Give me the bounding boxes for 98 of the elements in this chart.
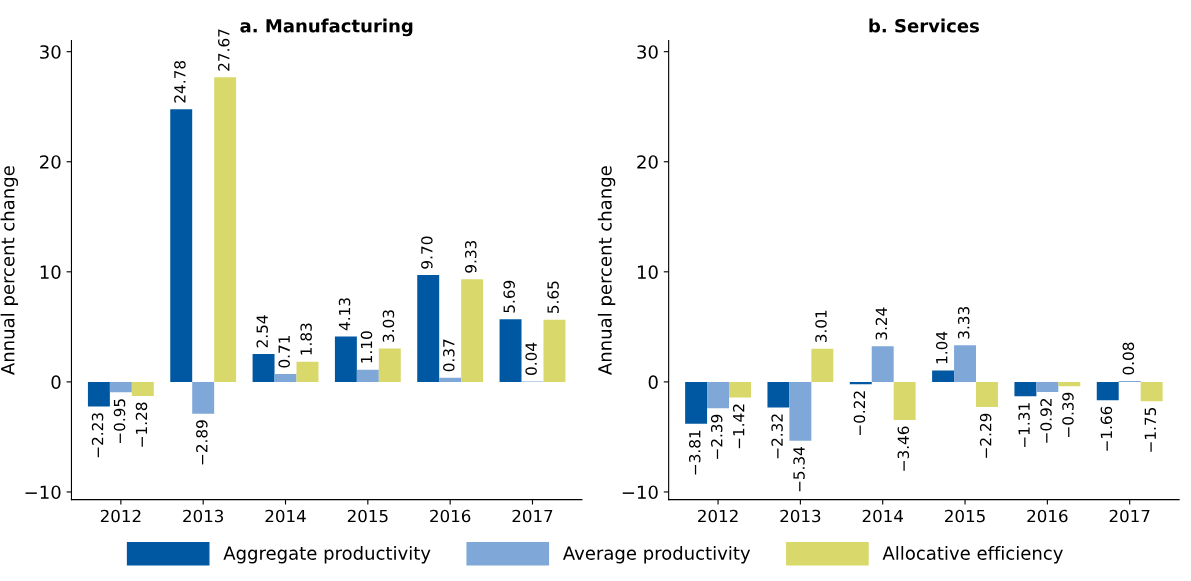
bar — [893, 381, 916, 420]
data-label: −1.66 — [1100, 406, 1113, 451]
bar — [789, 381, 812, 441]
data-label: −2.89 — [196, 420, 208, 465]
data-label: 5.65 — [547, 281, 559, 314]
data-label: 1.10 — [360, 331, 373, 363]
x-tick-label: 2016 — [430, 509, 471, 523]
bar — [1140, 381, 1163, 402]
bar — [871, 346, 894, 382]
data-label: 3.01 — [815, 310, 827, 343]
legend-label: Average productivity — [562, 545, 751, 564]
bar — [192, 381, 215, 414]
bar — [1014, 381, 1037, 397]
bar — [214, 77, 237, 382]
bar — [1058, 381, 1081, 387]
bar — [767, 381, 790, 408]
x-tick-label: 2014 — [265, 509, 306, 523]
bar — [685, 381, 708, 424]
data-label: −1.31 — [1018, 403, 1030, 448]
bar — [461, 279, 484, 382]
data-label: −0.22 — [853, 391, 866, 436]
data-label: −2.32 — [771, 414, 783, 459]
y-axis-title: Annual percent change — [597, 166, 616, 375]
bar — [932, 370, 955, 382]
bar — [1036, 381, 1059, 393]
data-label: 1.83 — [300, 323, 312, 355]
data-label: 3.24 — [875, 307, 888, 340]
data-label: −3.81 — [688, 430, 701, 475]
x-tick-label: 2013 — [780, 509, 821, 523]
data-label: −0.92 — [1040, 399, 1052, 443]
y-tick-label: 0 — [648, 375, 658, 389]
x-tick-label: 2015 — [347, 509, 388, 523]
data-label: −3.46 — [897, 426, 910, 471]
y-tick-label: 20 — [637, 155, 658, 169]
x-tick-label: 2017 — [1109, 509, 1150, 523]
data-label: 4.13 — [338, 298, 351, 331]
bar — [1096, 381, 1119, 401]
bar — [109, 381, 132, 393]
data-label: −1.75 — [1144, 407, 1157, 452]
x-tick-label: 2012 — [100, 509, 141, 523]
y-tick-label: 20 — [40, 155, 61, 169]
y-tick-label: 10 — [637, 265, 658, 279]
data-label: −2.39 — [710, 414, 723, 459]
data-label: 9.33 — [465, 240, 477, 273]
bar — [170, 109, 193, 382]
data-label: −1.42 — [732, 404, 745, 449]
y-tick-label: 30 — [637, 45, 658, 59]
data-label: 1.04 — [935, 331, 948, 364]
x-tick-label: 2017 — [512, 509, 553, 523]
data-label: 0.71 — [278, 335, 290, 368]
x-tick-label: 2012 — [698, 509, 738, 523]
x-tick-label: 2014 — [862, 509, 903, 523]
x-tick-label: 2016 — [1027, 509, 1068, 523]
data-label: −0.95 — [113, 399, 126, 444]
bar — [356, 369, 379, 382]
bar — [707, 381, 730, 409]
y-tick-label: 0 — [51, 375, 61, 389]
y-tick-label: 30 — [40, 45, 61, 59]
bar — [729, 381, 751, 398]
bar — [378, 348, 401, 382]
data-label: −5.34 — [793, 447, 805, 492]
legend-label: Allocative efficiency — [882, 545, 1063, 564]
data-label: 9.70 — [421, 236, 433, 269]
bar — [976, 381, 998, 408]
data-label: 0.37 — [443, 339, 455, 372]
y-tick-label: −10 — [25, 485, 61, 500]
y-axis-title: Annual percent change — [0, 166, 19, 375]
bar — [954, 345, 977, 382]
data-label: 24.78 — [174, 60, 186, 103]
bar — [87, 381, 110, 407]
data-label: 5.69 — [503, 280, 515, 313]
data-label: −0.39 — [1062, 392, 1074, 437]
x-tick-label: 2013 — [183, 509, 224, 523]
y-tick-label: 10 — [40, 265, 61, 279]
data-label: 3.03 — [382, 310, 395, 342]
y-tick-label: −10 — [622, 485, 658, 500]
data-label: −1.28 — [135, 402, 148, 447]
legend-label: Aggregate productivity — [223, 545, 431, 564]
bar — [131, 381, 154, 396]
bar — [296, 361, 319, 382]
data-label: 0.04 — [525, 342, 537, 375]
bar — [417, 275, 440, 382]
x-tick-label: 2015 — [945, 509, 985, 523]
bar — [252, 353, 275, 382]
bar — [543, 319, 566, 382]
data-label: 2.54 — [256, 315, 268, 348]
bar — [274, 374, 297, 382]
bar — [439, 377, 462, 382]
data-label: −2.29 — [979, 413, 992, 458]
data-label: 27.67 — [218, 29, 230, 71]
data-label: −2.23 — [91, 413, 104, 458]
data-label: 0.08 — [1122, 342, 1135, 375]
chart-title: b. Services — [869, 18, 979, 33]
data-label: 3.33 — [957, 306, 970, 339]
bar — [334, 336, 357, 382]
bar — [811, 348, 834, 382]
bar — [499, 319, 522, 382]
chart-title: a. Manufacturing — [240, 18, 413, 37]
